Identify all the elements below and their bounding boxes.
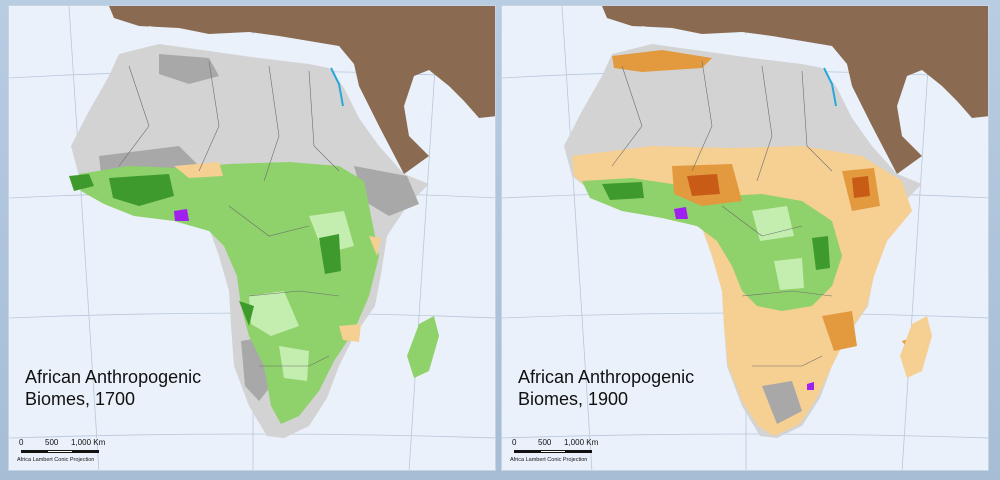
map-title-line1: African Anthropogenic (25, 367, 202, 387)
projection-label: Africa Lambert Conic Projection (510, 457, 588, 463)
nile-water (330, 67, 344, 107)
country-borders (611, 60, 833, 367)
map-title-line2: Biomes, 1900 (518, 389, 629, 409)
rangeland-patches (174, 162, 381, 342)
scale-bar-graphic (21, 450, 111, 454)
country-borders (118, 60, 340, 367)
dense-settlement-patch (674, 207, 688, 219)
scale-tick-500: 500 (538, 438, 552, 447)
africa-map-1900 (502, 6, 988, 470)
eurasia-landmass (602, 6, 988, 174)
mediterranean-sea (642, 26, 832, 66)
scale-tick-1000: 1,000 Km (564, 438, 599, 447)
africa-map-1700 (9, 6, 495, 470)
scale-tick-0: 0 (19, 438, 24, 447)
map-title-line1: African Anthropogenic (518, 367, 695, 387)
forest-light-patches (752, 206, 804, 290)
scale-bar: 0 500 1,000 Km Africa Lambert Conic Proj… (17, 438, 167, 470)
dense-settlement-patch (174, 209, 189, 221)
map-panel-1900: African Anthropogenic Biomes, 1900 0 500… (501, 5, 989, 471)
map-title-1700: African Anthropogenic Biomes, 1700 (25, 366, 201, 410)
madagascar (900, 316, 932, 378)
map-title-1900: African Anthropogenic Biomes, 1900 (518, 366, 694, 410)
scale-tick-500: 500 (45, 438, 59, 447)
scale-bar: 0 500 1,000 Km Africa Lambert Conic Proj… (510, 438, 660, 470)
mediterranean-sea (149, 26, 339, 66)
scale-tick-1000: 1,000 Km (71, 438, 106, 447)
nile-water (823, 67, 837, 107)
desert-dark-patches (762, 381, 802, 424)
forest-dense-patches (69, 174, 341, 326)
forest-dense-patches (602, 182, 830, 270)
projection-label: Africa Lambert Conic Projection (17, 457, 95, 463)
map-panel-1700: African Anthropogenic Biomes, 1700 0 500… (8, 5, 496, 471)
scale-bar-graphic (514, 450, 604, 454)
village-patches (687, 174, 870, 198)
madagascar (407, 316, 439, 378)
eurasia-landmass (109, 6, 495, 174)
dense-settlement-patch-south (807, 382, 814, 390)
scale-tick-0: 0 (512, 438, 517, 447)
map-title-line2: Biomes, 1700 (25, 389, 136, 409)
